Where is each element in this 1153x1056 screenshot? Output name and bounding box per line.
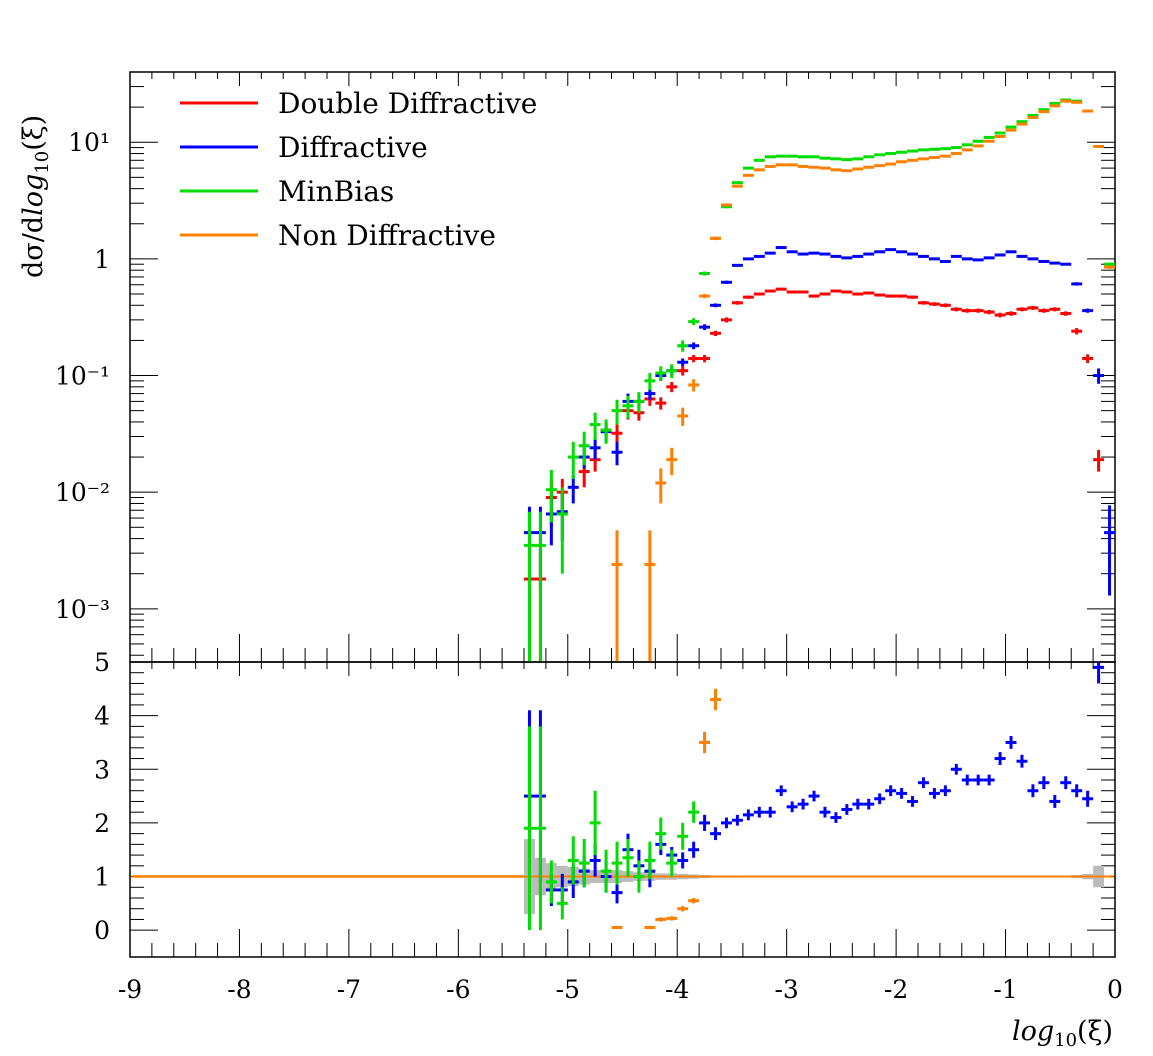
x-tick-label: -8 [227,975,251,1004]
legend-label: Non Diffractive [278,219,496,252]
x-tick-label: -6 [446,975,470,1004]
ratio-frame [129,661,1116,958]
x-tick-label: -3 [774,975,798,1004]
y-tick-label: 10⁻² [55,478,110,507]
x-tick-label: -5 [556,975,580,1004]
y-tick-label: 1 [94,863,110,892]
x-tick-label: -9 [118,975,142,1004]
x-tick-label: 0 [1107,975,1123,1004]
y-tick-label: 10⁻¹ [55,362,110,391]
legend-label: MinBias [278,175,394,208]
y-tick-label: 10⁻³ [55,595,110,624]
ratio-panel: -9 -8 -7 -6 -5 -4 -3 -2 -1 0 0 1 2 3 4 5 [94,648,1123,1004]
y-tick-label: 4 [94,702,110,731]
x-tick-label: -7 [337,975,361,1004]
legend: Double Diffractive Diffractive MinBias Non … [180,87,537,252]
x-tick-label: -2 [884,975,908,1004]
main-panel: 10¹ 1 10⁻¹ 10⁻² 10⁻³ [55,71,1116,663]
legend-label: Double Diffractive [278,87,537,120]
y-tick-label: 1 [94,245,110,274]
x-tick-label: -4 [665,975,689,1004]
legend-label: Diffractive [278,131,428,164]
y-tick-label: 10¹ [68,128,110,157]
y-tick-label: 0 [94,916,110,945]
x-tick-label: -1 [993,975,1017,1004]
y-axis-title: dσ/dlog10(ξ) [18,115,53,278]
y-tick-label: 3 [94,755,110,784]
y-tick-label: 5 [94,648,110,677]
x-axis-title: log10(ξ) [1012,1016,1113,1051]
y-tick-label: 2 [94,809,110,838]
